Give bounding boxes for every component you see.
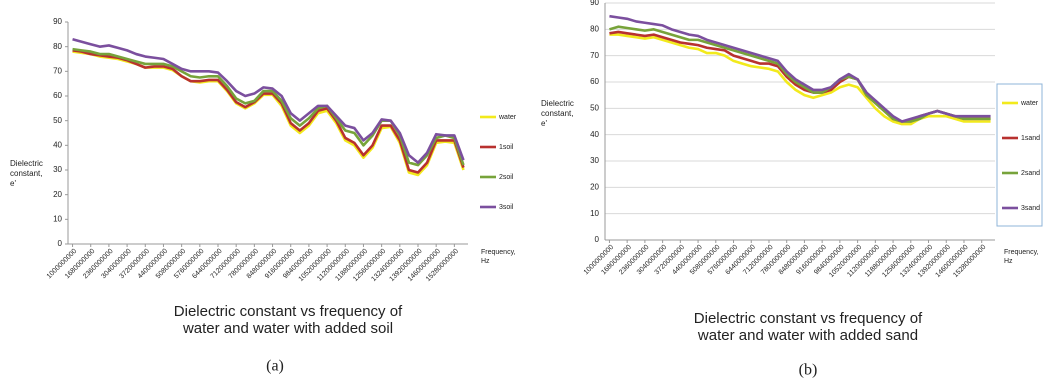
y-tick-label: 10 — [53, 214, 62, 223]
x-tick-label: 15280000000 — [952, 244, 987, 279]
y-tick-label: 90 — [53, 17, 62, 26]
legend-label: 1sand — [1021, 135, 1040, 142]
x-axis-label: Hz — [481, 258, 490, 265]
y-axis-label: Dielectric — [10, 159, 43, 168]
y-tick-label: 50 — [590, 103, 599, 112]
legend-label: water — [498, 114, 517, 121]
legend-label: 1soil — [499, 144, 514, 151]
y-tick-label: 50 — [53, 116, 62, 125]
y-tick-label: 80 — [590, 24, 599, 33]
x-axis-label: Frequency, — [1004, 249, 1039, 256]
panel-label: (a) — [266, 358, 284, 375]
legend-label: 3sand — [1021, 205, 1040, 212]
chart-title: Dielectric constant vs frequency of — [174, 303, 403, 320]
chart-title: water and water with added soil — [182, 320, 393, 337]
x-tick-label: 15280000000 — [425, 248, 460, 283]
y-tick-label: 90 — [590, 0, 599, 7]
y-tick-label: 0 — [58, 239, 63, 248]
y-tick-label: 30 — [53, 165, 62, 174]
y-tick-label: 70 — [53, 66, 62, 75]
y-axis-label: e' — [541, 119, 547, 128]
series-line — [609, 33, 991, 126]
x-axis-label: Hz — [1004, 258, 1013, 265]
y-tick-label: 0 — [595, 235, 600, 244]
series-line — [609, 14, 991, 123]
y-tick-label: 40 — [590, 130, 599, 139]
y-tick-label: 60 — [590, 77, 599, 86]
y-tick-label: 30 — [590, 156, 599, 165]
legend-box — [996, 83, 1043, 227]
chart-title: water and water with added sand — [697, 327, 918, 344]
y-tick-label: 80 — [53, 42, 62, 51]
y-tick-label: 10 — [590, 209, 599, 218]
y-axis-label: constant, — [541, 109, 573, 118]
chart-title: Dielectric constant vs frequency of — [694, 310, 923, 327]
y-tick-label: 60 — [53, 91, 62, 100]
x-axis-label: Frequency, — [481, 249, 516, 256]
y-axis-label: e' — [10, 179, 16, 188]
legend-label: water — [1020, 100, 1039, 107]
series-line — [72, 38, 465, 164]
y-axis-label: constant, — [10, 169, 42, 178]
legend-label: 3soil — [499, 204, 514, 211]
legend-label: 2sand — [1021, 170, 1040, 177]
y-tick-label: 20 — [53, 190, 62, 199]
legend-label: 2soil — [499, 174, 514, 181]
y-tick-label: 20 — [590, 182, 599, 191]
y-tick-label: 70 — [590, 51, 599, 60]
y-tick-label: 40 — [53, 140, 62, 149]
series-line — [72, 49, 465, 174]
panel-label: (b) — [799, 362, 818, 379]
y-axis-label: Dielectric — [541, 99, 574, 108]
